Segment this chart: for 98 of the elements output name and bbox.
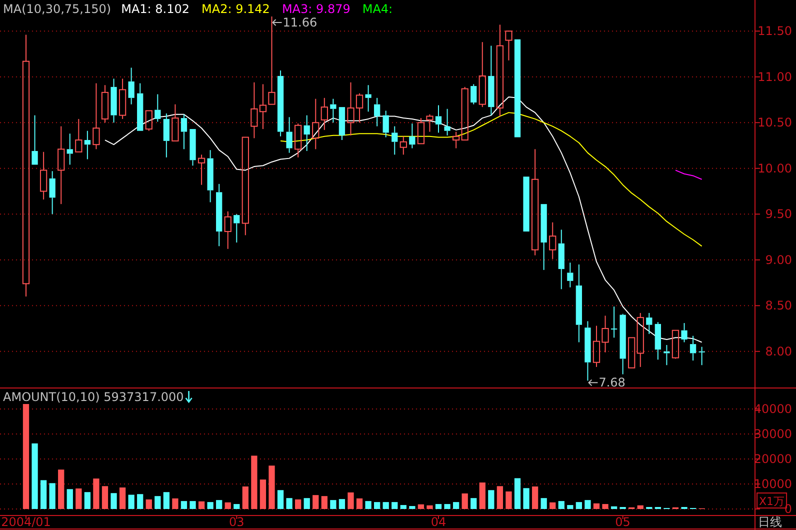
bar <box>93 478 100 509</box>
bar <box>22 404 30 509</box>
y-tick-label: 40000 <box>754 402 792 416</box>
line-series <box>104 96 702 343</box>
bar <box>418 504 424 509</box>
line-series <box>280 112 702 247</box>
bar <box>523 488 530 509</box>
bar <box>435 504 442 509</box>
bar <box>506 491 512 509</box>
bar <box>637 505 644 509</box>
y-tick-label: 11.00 <box>758 70 792 84</box>
bar <box>224 502 231 509</box>
bar <box>102 486 108 509</box>
x-tick-label: 2004/01 <box>1 515 51 529</box>
bar <box>277 490 284 509</box>
bar <box>479 482 486 509</box>
bar <box>268 466 275 509</box>
annotation: AMOUNT(10,10) 5937317.000 <box>3 390 184 404</box>
bar <box>540 498 547 509</box>
bar <box>488 490 494 509</box>
bar <box>286 498 292 509</box>
bar <box>163 492 170 509</box>
bar <box>567 505 574 509</box>
annotation: 7.68 <box>598 376 626 390</box>
bar <box>76 488 82 509</box>
text: MA3: 9.879 <box>282 2 350 16</box>
y-tick-label: 11.50 <box>758 24 792 38</box>
bar <box>338 499 346 509</box>
bar <box>260 480 266 509</box>
annotation: 11.66 <box>282 15 318 30</box>
bar <box>576 502 582 509</box>
bar <box>198 501 205 509</box>
bar <box>154 496 161 509</box>
bar <box>558 501 564 509</box>
bar <box>409 506 416 509</box>
bar <box>295 499 302 509</box>
bar <box>321 496 328 509</box>
bar <box>444 504 450 509</box>
bar <box>392 502 398 509</box>
bar <box>304 498 310 509</box>
bar <box>610 506 618 509</box>
bar <box>400 505 406 509</box>
x-tick-label: 03 <box>229 515 244 529</box>
bar <box>119 487 126 509</box>
x-tick-label: 05 <box>615 515 630 529</box>
x-tick-label: 04 <box>430 515 446 529</box>
bar <box>496 486 504 509</box>
bar <box>602 504 608 509</box>
text: MA1: 8.102 <box>121 2 190 16</box>
bar <box>32 443 38 509</box>
bar <box>382 502 389 509</box>
text: MA2: 9.142 <box>202 2 270 16</box>
bar <box>172 498 178 509</box>
bar <box>84 492 91 509</box>
bar <box>49 483 56 509</box>
bar <box>207 502 214 509</box>
bar <box>532 486 538 509</box>
bar <box>365 501 372 509</box>
y-tick-label: 30000 <box>754 427 792 441</box>
text: 日线 <box>758 515 782 529</box>
bar <box>550 502 556 509</box>
bar <box>312 495 319 509</box>
bar <box>216 500 222 509</box>
annotation: MA(10,30,75,150) <box>3 2 112 16</box>
y-tick-label: 20000 <box>754 452 792 466</box>
bar <box>593 503 600 509</box>
y-tick-label: 10000 <box>754 477 792 491</box>
bar <box>234 504 240 509</box>
bar <box>58 470 64 509</box>
bar <box>470 498 477 509</box>
bar <box>514 478 521 509</box>
bar <box>584 500 591 509</box>
bar <box>190 501 196 509</box>
bar <box>251 456 258 509</box>
bar <box>242 486 248 509</box>
bar <box>110 493 117 509</box>
y-tick-label: 10.00 <box>758 161 792 176</box>
bar <box>128 494 134 509</box>
y-tick-label: 10.50 <box>758 116 792 130</box>
line-series <box>674 170 702 180</box>
bar <box>452 502 460 509</box>
annotation: MA4: <box>362 2 393 16</box>
bar <box>66 489 73 509</box>
y-tick-label: 8.50 <box>765 298 792 313</box>
bar <box>374 502 380 509</box>
bar <box>330 500 336 509</box>
bar <box>462 493 468 509</box>
bar <box>40 480 47 509</box>
bar <box>348 492 354 509</box>
text: X1万 <box>759 495 785 508</box>
y-tick-label: 9.00 <box>765 252 792 267</box>
bar <box>146 499 152 509</box>
bar <box>180 501 188 509</box>
y-tick-label: 9.50 <box>765 207 792 222</box>
y-tick-label: 8.00 <box>765 344 792 358</box>
bar <box>356 498 363 509</box>
bar <box>426 505 433 509</box>
bar <box>137 494 144 509</box>
